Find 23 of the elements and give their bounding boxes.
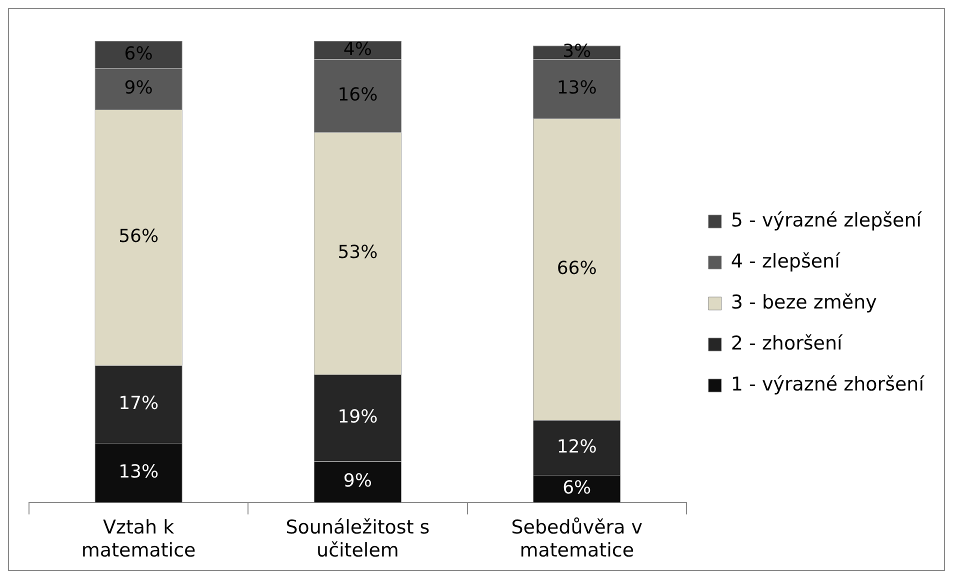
data-label: 6% xyxy=(124,43,153,64)
data-label: 6% xyxy=(562,477,592,498)
data-label: 9% xyxy=(124,78,153,99)
legend-label: 5 - výrazné zlepšení xyxy=(730,209,922,232)
data-label: 13% xyxy=(556,78,597,99)
data-label: 12% xyxy=(556,436,597,458)
data-label: 9% xyxy=(343,470,372,492)
x-tick-label: Vztah k matematice xyxy=(81,516,196,562)
data-label: 53% xyxy=(338,242,378,264)
data-label: 56% xyxy=(118,226,159,248)
data-label: 3% xyxy=(562,41,592,62)
data-label: 13% xyxy=(118,461,159,482)
data-label: 66% xyxy=(556,258,597,280)
data-label: 19% xyxy=(338,406,378,428)
x-tick-label: Sounáležitost s učitelem xyxy=(286,516,430,562)
data-label: 17% xyxy=(118,392,159,414)
data-label: 4% xyxy=(343,38,372,60)
legend-label: 2 - zhoršení xyxy=(730,332,844,354)
legend-label: 3 - beze změny xyxy=(730,291,877,314)
data-label: 16% xyxy=(338,84,378,106)
legend-label: 1 - výrazné zhoršení xyxy=(730,373,925,396)
legend-label: 4 - zlepšení xyxy=(730,250,841,272)
x-tick-label: Sebedůvěra v matematice xyxy=(511,516,642,562)
